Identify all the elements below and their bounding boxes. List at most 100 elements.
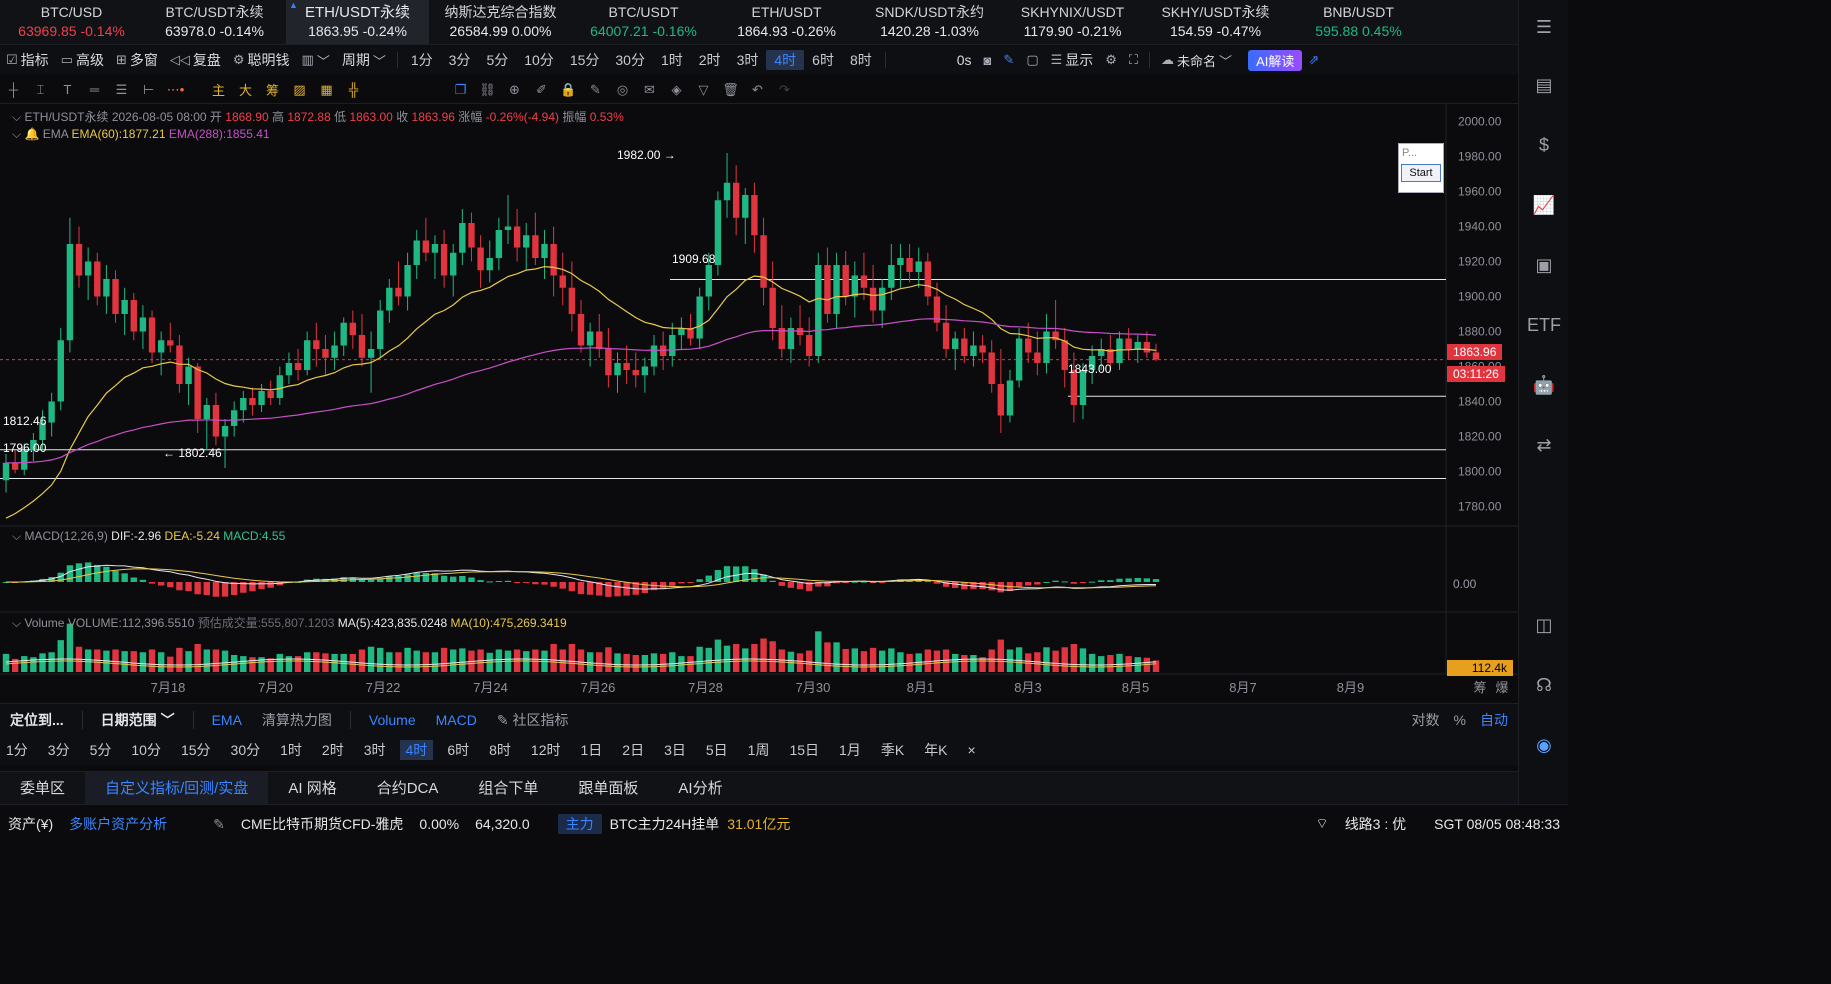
ticker-item[interactable]: SKHY/USDT永续 154.59 -0.47% bbox=[1144, 0, 1287, 44]
multi-account-link[interactable]: 多账户资产分析 bbox=[69, 816, 168, 832]
bell-icon[interactable]: 🔔 bbox=[24, 127, 40, 141]
period-row-option[interactable]: 1日 bbox=[580, 742, 603, 758]
period-row-option[interactable]: 8时 bbox=[489, 742, 511, 758]
period-row-option[interactable]: 年K bbox=[924, 742, 948, 758]
bottom-tab[interactable]: 组合下单 bbox=[478, 779, 539, 797]
period-option[interactable]: 4时 bbox=[766, 50, 805, 70]
ticker-item[interactable]: SKHYNIX/USDT 1179.90 -0.21% bbox=[1001, 0, 1144, 44]
brush-icon[interactable]: ✐ bbox=[536, 81, 547, 97]
period-option[interactable]: 15分 bbox=[569, 52, 600, 68]
period-row-option[interactable]: 1分 bbox=[6, 742, 28, 758]
bottom-tab[interactable]: AI分析 bbox=[678, 779, 723, 797]
mini-panel-input[interactable]: P... bbox=[1402, 147, 1418, 159]
period-option[interactable]: 8时 bbox=[849, 52, 872, 68]
period-option[interactable]: 30分 bbox=[615, 52, 645, 68]
period-option[interactable]: 6时 bbox=[812, 52, 834, 68]
percent-scale-toggle[interactable]: % bbox=[1453, 711, 1466, 728]
ticker-item[interactable]: 纳斯达克综合指数 26584.99 0.00% bbox=[429, 0, 572, 44]
document-icon[interactable]: ▤ bbox=[1535, 74, 1553, 95]
assets-label[interactable]: 资产(¥) bbox=[8, 816, 54, 832]
period-row-option[interactable]: 10分 bbox=[131, 742, 161, 758]
undo-icon[interactable]: ↶ bbox=[752, 81, 763, 97]
assistant-avatar-icon[interactable]: ◉ bbox=[1536, 734, 1552, 755]
ema-toggle[interactable]: EMA bbox=[211, 711, 242, 728]
period-option[interactable]: 3时 bbox=[736, 52, 759, 68]
layout-icon[interactable]: ▢ bbox=[1026, 52, 1039, 67]
period-option[interactable]: 1时 bbox=[660, 52, 683, 68]
replay-button[interactable]: ◁◁ 复盘 bbox=[169, 52, 221, 68]
menu-icon[interactable]: ☰ bbox=[1535, 17, 1553, 37]
text-icon[interactable]: T bbox=[63, 82, 72, 97]
period-row-option[interactable]: 15日 bbox=[789, 742, 820, 758]
community-indicators-button[interactable]: ✎ 社区指标 bbox=[496, 711, 569, 728]
share-icon[interactable]: ⇗ bbox=[1308, 52, 1320, 67]
collapse-icon[interactable]: ⌵ bbox=[12, 616, 22, 630]
ai-read-button[interactable]: AI解读 bbox=[1248, 49, 1303, 71]
log-scale-toggle[interactable]: 对数 bbox=[1411, 711, 1440, 728]
period-option[interactable]: 2时 bbox=[698, 52, 721, 68]
cross-tool-icon[interactable]: ╬ bbox=[348, 82, 359, 97]
period-row-option[interactable]: 2日 bbox=[622, 742, 645, 758]
period-row-option[interactable]: 6时 bbox=[447, 742, 470, 758]
bottom-tab[interactable]: AI 网格 bbox=[288, 779, 337, 797]
layout-name-dropdown[interactable]: ☁ 未命名 ﹀ bbox=[1161, 52, 1233, 69]
ticker-item[interactable]: BTC/USDT 64007.21 -0.16% bbox=[572, 0, 715, 44]
measure-icon[interactable]: ⊢ bbox=[142, 81, 155, 97]
ticker-item[interactable]: SNDK/USDT永约 1420.28 -1.03% bbox=[858, 0, 1001, 44]
monitor-chart-icon[interactable]: ▣ bbox=[1535, 254, 1553, 275]
line-status[interactable]: 线路3 : 优 bbox=[1344, 816, 1407, 832]
candle-tool-icon[interactable]: ▦ bbox=[320, 81, 333, 97]
period-option[interactable]: 10分 bbox=[524, 52, 554, 68]
lock-icon[interactable]: 🔒 bbox=[560, 81, 577, 97]
etf-icon[interactable]: ETF bbox=[1527, 314, 1561, 335]
bottom-tab[interactable]: 合约DCA bbox=[376, 779, 439, 797]
ticker-item[interactable]: BNB/USDT 595.88 0.45% bbox=[1287, 0, 1430, 44]
exchange-icon[interactable]: ⇄ bbox=[1536, 434, 1552, 455]
period-row-option[interactable]: 1时 bbox=[280, 742, 302, 758]
price-chart[interactable]: 2000.00 1980.00 1960.00 1940.00 1920.00 1900.… bbox=[0, 104, 1518, 704]
period-row-option[interactable]: 5日 bbox=[705, 742, 728, 758]
chart-type-button[interactable]: ▥ ﹀ bbox=[296, 51, 336, 70]
volume-toggle[interactable]: Volume bbox=[368, 711, 416, 728]
chips-icon[interactable]: 筹 bbox=[265, 83, 279, 98]
camera-icon[interactable]: ◙ bbox=[983, 52, 992, 68]
bottom-tab[interactable]: 跟单面板 bbox=[578, 779, 639, 797]
fullscreen-icon[interactable]: ⛶ bbox=[1128, 52, 1139, 67]
ticker-item[interactable]: BTC/USD 63969.85 -0.14% bbox=[0, 0, 143, 44]
copy-icon[interactable]: ❐ bbox=[454, 81, 467, 97]
locate-button[interactable]: 定位到... bbox=[10, 711, 64, 728]
auto-scale-toggle[interactable]: 自动 bbox=[1480, 711, 1508, 728]
panel-layout-icon[interactable]: ◫ bbox=[1535, 614, 1553, 635]
period-row-option[interactable]: 15分 bbox=[180, 742, 211, 758]
period-row-option[interactable]: 季K bbox=[880, 742, 905, 758]
period-row-option[interactable]: 12时 bbox=[530, 742, 561, 758]
collapse-icon[interactable]: ⌵ bbox=[12, 110, 22, 124]
period-option[interactable]: 5分 bbox=[486, 52, 509, 68]
collapse-icon[interactable]: ⌵ bbox=[12, 127, 22, 141]
wallet-icon[interactable]: $ bbox=[1538, 134, 1549, 155]
robot-icon[interactable]: 🤖 bbox=[1532, 374, 1556, 395]
zoom-in-icon[interactable]: ⊕ bbox=[509, 81, 520, 97]
ruler-icon[interactable]: ═ bbox=[89, 82, 100, 97]
period-option[interactable]: 1分 bbox=[410, 52, 433, 68]
edit-icon[interactable]: ✎ bbox=[213, 815, 225, 832]
macd-toggle[interactable]: MACD bbox=[435, 711, 477, 728]
period-row-option[interactable]: 1月 bbox=[839, 742, 861, 758]
settings-icon[interactable]: ⚙ bbox=[1105, 52, 1117, 67]
dot-line-icon[interactable]: ⋯• bbox=[166, 81, 185, 97]
pen-icon[interactable]: ✎ bbox=[1003, 52, 1015, 67]
smart-money-button[interactable]: ⚙ 聪明钱 bbox=[232, 52, 290, 68]
period-row-option[interactable]: 5分 bbox=[89, 742, 112, 758]
draw-icon[interactable]: ✎ bbox=[590, 81, 601, 97]
big-order-icon[interactable]: 大 bbox=[238, 83, 252, 98]
main-force-icon[interactable]: 主 bbox=[211, 83, 225, 98]
advanced-button[interactable]: ▭ 高级 bbox=[60, 52, 104, 68]
bottom-tab[interactable]: 委单区 bbox=[20, 779, 66, 797]
display-button[interactable]: ☰ 显示 bbox=[1050, 52, 1094, 68]
eye-icon[interactable]: ◎ bbox=[616, 81, 629, 97]
period-row-option[interactable]: 30分 bbox=[230, 742, 261, 758]
liquidation-heatmap-toggle[interactable]: 清算热力图 bbox=[261, 711, 332, 728]
period-row-option[interactable]: 2时 bbox=[321, 742, 344, 758]
ticker-item[interactable]: ETH/USDT 1864.93 -0.26% bbox=[715, 0, 858, 44]
filter-icon[interactable]: ▽ bbox=[698, 81, 709, 97]
